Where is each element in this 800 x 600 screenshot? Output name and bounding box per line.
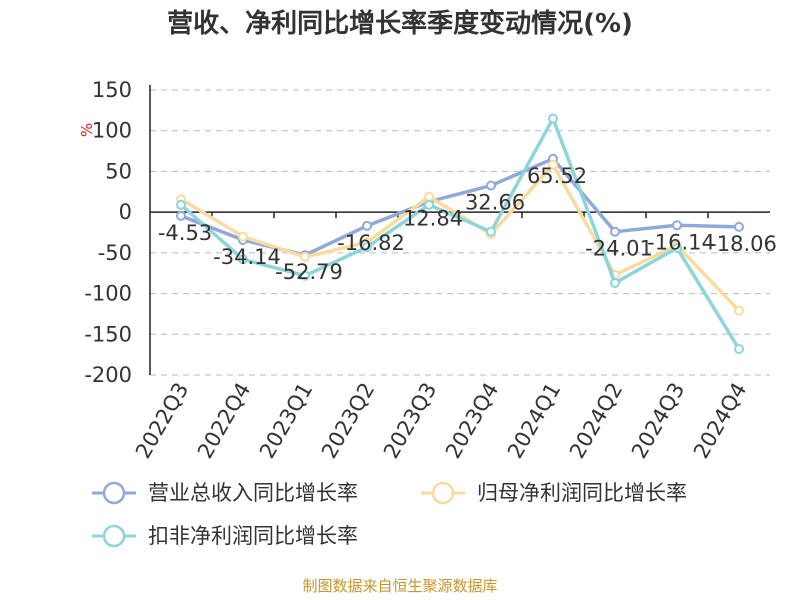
data-label: -18.06 xyxy=(709,232,777,256)
data-point xyxy=(424,199,434,210)
y-tick-label: 0 xyxy=(119,200,132,224)
data-point xyxy=(300,251,310,262)
y-tick-label: -50 xyxy=(98,241,132,265)
grid-lines xyxy=(149,85,770,376)
legend-swatch-marker xyxy=(102,524,126,548)
data-point xyxy=(238,254,248,265)
y-tick-label: 100 xyxy=(92,119,132,143)
data-point xyxy=(610,226,620,237)
data-point xyxy=(362,220,372,231)
data-label: -4.53 xyxy=(158,221,212,245)
source-note: 制图数据来自恒生聚源数据库 xyxy=(302,577,497,595)
series-lines xyxy=(176,113,744,354)
data-point xyxy=(734,221,744,232)
y-tick-label: -100 xyxy=(84,282,132,306)
x-tick-label: 2023Q1 xyxy=(255,379,317,463)
legend-label: 归母净利润同比增长率 xyxy=(477,481,687,505)
x-tick-label: 2024Q4 xyxy=(689,379,751,463)
data-point xyxy=(548,113,558,124)
data-point xyxy=(486,226,496,237)
data-point xyxy=(362,242,372,253)
x-tick-label: 2024Q3 xyxy=(627,379,689,463)
data-point xyxy=(610,277,620,288)
data-point xyxy=(734,305,744,316)
data-label: -52.79 xyxy=(275,260,343,284)
data-point xyxy=(176,199,186,210)
data-point xyxy=(486,180,496,191)
data-label: -16.14 xyxy=(647,230,715,254)
legend-swatch-marker xyxy=(102,481,126,505)
legend-label: 营业总收入同比增长率 xyxy=(148,481,358,505)
y-axis-label: % xyxy=(78,123,96,137)
y-tick-label: -150 xyxy=(84,322,132,346)
data-label: -24.01 xyxy=(585,237,653,261)
x-tick-label: 2023Q3 xyxy=(379,379,441,463)
chart-title: 营收、净利同比增长率季度变动情况(%) xyxy=(167,8,633,39)
x-tick-label: 2023Q2 xyxy=(317,379,379,463)
legend-label: 扣非净利润同比增长率 xyxy=(148,524,358,548)
data-point xyxy=(672,242,682,253)
data-label: 32.66 xyxy=(465,191,525,215)
data-point xyxy=(672,220,682,231)
y-tick-label: 50 xyxy=(105,159,132,183)
data-label: -16.82 xyxy=(337,231,405,255)
y-tick-label: 150 xyxy=(92,78,132,102)
series-line-2 xyxy=(180,163,741,312)
data-point xyxy=(300,270,310,281)
x-tick-label: 2022Q4 xyxy=(193,379,255,463)
x-tick-label: 2024Q2 xyxy=(565,379,627,463)
series-line-3 xyxy=(179,116,741,350)
data-point xyxy=(548,159,558,170)
x-tick-label: 2023Q4 xyxy=(441,379,503,463)
data-point xyxy=(176,210,186,221)
x-tick-labels: 2022Q3 2022Q4 2023Q1 2023Q2 2023Q3 2023Q4 2024… xyxy=(131,379,751,463)
x-tick-label: 2024Q1 xyxy=(503,379,565,463)
data-label: 65.52 xyxy=(527,164,587,188)
data-point xyxy=(734,343,744,354)
data-point xyxy=(424,191,434,202)
data-point xyxy=(238,231,248,242)
x-tick-label: 2022Q3 xyxy=(131,379,193,463)
data-label: -34.14 xyxy=(213,245,281,269)
y-tick-labels: 150 100 50 0 -50 -100 -150 -200 xyxy=(84,78,132,387)
data-label: 12.84 xyxy=(403,207,463,231)
y-tick-label: -200 xyxy=(84,363,132,387)
legend-swatch-marker xyxy=(431,481,455,505)
